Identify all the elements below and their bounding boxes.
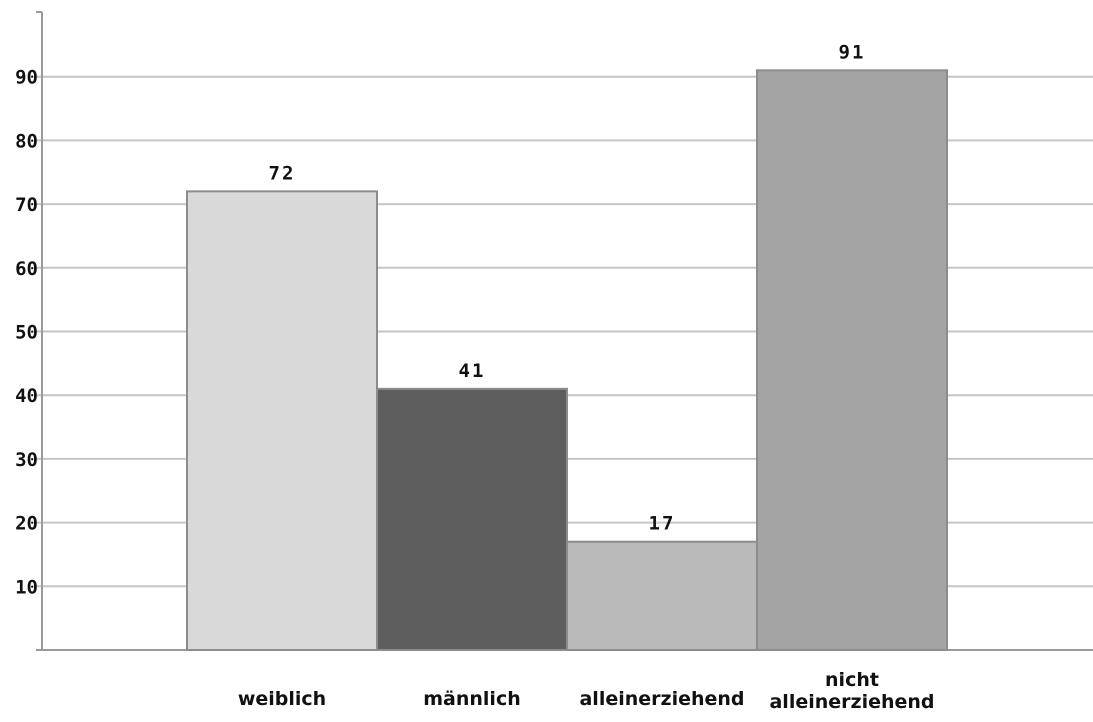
data-labels: 72 41 17 91 (269, 41, 866, 535)
y-tick-label-90: 90 (15, 67, 38, 89)
bar-3 (756, 69, 948, 651)
y-tick-label-20: 20 (15, 513, 38, 535)
category-label-1: männlich (423, 688, 521, 710)
y-tick-label-10: 10 (15, 576, 38, 598)
category-label-2-line-0: alleinerziehend (579, 688, 744, 710)
bar-0 (186, 190, 378, 652)
y-tick-label-50: 50 (15, 322, 38, 344)
data-label-2: 17 (649, 513, 676, 535)
y-tick-label-30: 30 (15, 449, 38, 471)
category-label-3-line-0: nicht (825, 669, 879, 691)
category-label-1-line-0: männlich (423, 688, 521, 710)
y-tick-label-70: 70 (15, 194, 38, 216)
bars (186, 69, 948, 652)
y-tick-labels: 10 20 30 40 50 60 70 80 90 (15, 67, 38, 599)
bar-1 (376, 387, 568, 651)
category-label-3-line-1: alleinerziehend (769, 691, 934, 713)
bar-2 (566, 540, 758, 652)
category-label-3: nicht alleinerziehend (769, 669, 934, 713)
data-label-1: 41 (459, 360, 486, 382)
category-label-2: alleinerziehend (579, 688, 744, 710)
y-tick-label-40: 40 (15, 385, 38, 407)
category-label-0-line-0: weiblich (238, 688, 326, 710)
y-tick-label-60: 60 (15, 258, 38, 280)
data-label-3: 91 (839, 41, 866, 63)
category-label-0: weiblich (238, 688, 326, 710)
y-tick-label-80: 80 (15, 130, 38, 152)
data-label-0: 72 (269, 162, 296, 184)
